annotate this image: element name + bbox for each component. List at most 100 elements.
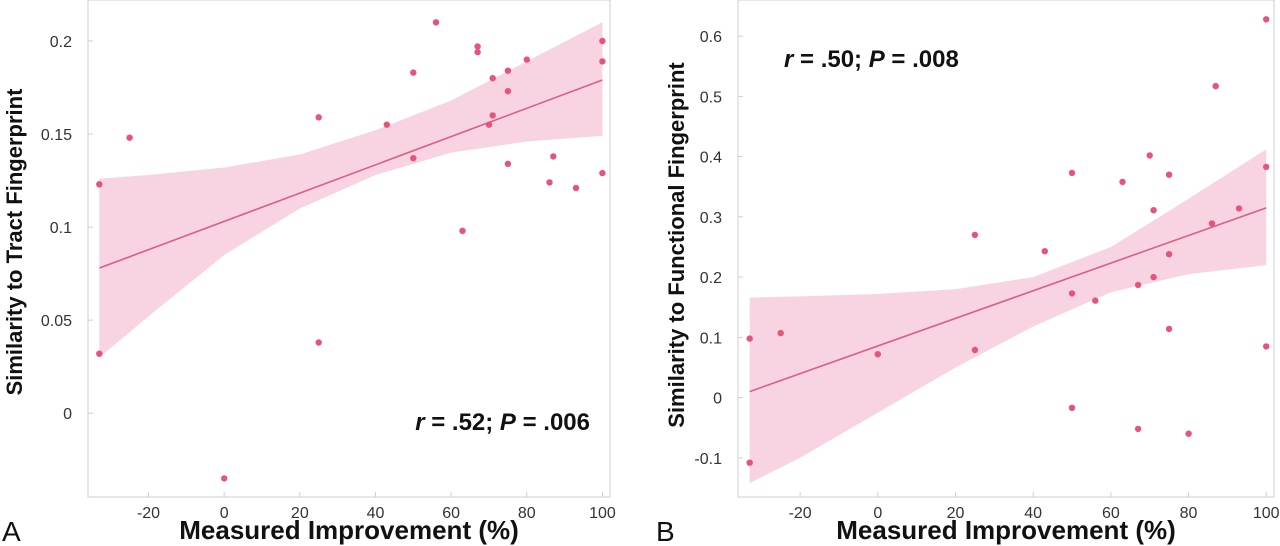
x-tick-label: -20 <box>789 505 812 522</box>
stat-p-symbol-a: P <box>500 409 517 436</box>
data-point <box>599 58 606 65</box>
x-tick-label: -20 <box>137 505 160 522</box>
x-tick-label: 0 <box>220 505 229 522</box>
y-tick-label: 0.1 <box>700 330 722 347</box>
data-point <box>504 88 512 95</box>
data-point <box>971 346 979 354</box>
y-tick-label: 0.6 <box>700 29 722 46</box>
data-point <box>746 335 753 342</box>
y-tick-label: 0 <box>63 406 72 423</box>
x-tick-label: 80 <box>518 505 536 522</box>
x-tick-label: 20 <box>947 505 965 522</box>
data-point <box>1165 251 1173 258</box>
data-point <box>746 459 753 466</box>
data-point <box>96 181 103 188</box>
stat-r-value-b: = .50; <box>793 46 868 73</box>
data-point <box>777 329 784 337</box>
data-point <box>1165 325 1173 333</box>
y-tick-label: 0.1 <box>50 220 72 237</box>
y-tick-label: 0 <box>713 391 722 408</box>
data-point <box>96 350 103 357</box>
data-point <box>1150 207 1157 214</box>
x-axis-label-a: Measured Improvement (%) <box>179 515 519 545</box>
data-point <box>432 19 440 26</box>
data-point <box>1235 205 1243 212</box>
data-point <box>971 231 979 239</box>
x-ticks-a: -20 0 20 40 60 80 100 <box>137 492 616 522</box>
data-point <box>1146 152 1153 159</box>
data-point <box>523 56 530 63</box>
fit-line-a <box>99 79 603 269</box>
stat-p-value-a: = .006 <box>516 409 590 436</box>
x-tick-label: 100 <box>589 505 616 522</box>
regression-line <box>99 79 603 269</box>
x-tick-label: 20 <box>291 505 309 522</box>
y-tick-label: 0.2 <box>700 270 722 287</box>
data-point <box>410 155 417 162</box>
data-point <box>315 339 322 346</box>
data-point <box>1092 297 1099 304</box>
stat-annotation-a: r = .52; P = .006 <box>415 409 590 436</box>
y-ticks-b: -0.1 0 0.1 0.2 0.3 0.4 0.5 0.6 <box>694 29 743 468</box>
data-point <box>489 112 496 119</box>
data-point <box>1212 82 1219 90</box>
data-point <box>221 475 228 482</box>
points-a <box>96 19 606 482</box>
data-point <box>410 69 417 76</box>
data-point <box>1263 163 1270 171</box>
data-point <box>599 169 606 177</box>
y-tick-label: -0.1 <box>694 451 722 468</box>
data-point <box>504 160 512 167</box>
y-tick-label: 0.5 <box>700 89 722 106</box>
panel-label-b: B <box>656 516 675 546</box>
data-point <box>572 184 580 192</box>
x-ticks-b: -20 0 20 40 60 80 100 <box>789 492 1280 522</box>
y-tick-label: 0.3 <box>700 210 722 227</box>
x-tick-label: 80 <box>1180 505 1198 522</box>
x-tick-label: 100 <box>1253 505 1280 522</box>
y-tick-label: 0.4 <box>700 150 722 167</box>
regression-line <box>749 207 1267 393</box>
data-point <box>546 179 553 186</box>
data-point <box>1165 171 1173 178</box>
confidence-band <box>749 149 1267 484</box>
y-axis-label-b: Similarity to Functional Fingerprint <box>664 62 689 428</box>
data-point <box>1208 220 1216 227</box>
stat-p-symbol-b: P <box>869 46 886 73</box>
fit-line-b <box>749 207 1267 393</box>
data-point <box>1068 290 1076 297</box>
y-axis-label-a: Similarity to Tract Fingerprint <box>2 88 27 396</box>
x-tick-label: 60 <box>442 505 460 522</box>
data-point <box>315 114 322 121</box>
x-tick-label: 60 <box>1102 505 1120 522</box>
data-point <box>383 121 390 128</box>
data-point <box>1185 430 1192 437</box>
data-point <box>489 75 496 82</box>
data-point <box>1263 16 1270 23</box>
x-tick-label: 0 <box>873 505 882 522</box>
y-tick-label: 0.05 <box>41 313 72 330</box>
y-tick-label: 0.2 <box>50 34 72 51</box>
data-point <box>1119 178 1126 186</box>
data-point <box>1150 273 1157 281</box>
data-point <box>1068 169 1076 177</box>
points-b <box>746 16 1270 466</box>
data-point <box>1134 425 1142 433</box>
x-tick-label: 40 <box>1024 505 1042 522</box>
data-point <box>504 67 512 74</box>
x-tick-label: 40 <box>367 505 385 522</box>
data-point <box>474 43 481 50</box>
stat-annotation-b: r = .50; P = .008 <box>784 46 959 73</box>
y-ticks-a: 0 0.05 0.1 0.15 0.2 <box>41 34 93 423</box>
data-point <box>1134 281 1142 289</box>
ci-band-b <box>749 149 1267 484</box>
data-point <box>126 134 133 141</box>
data-point <box>1263 343 1270 350</box>
panel-a: -20 0 20 40 60 80 100 0 0.05 0.1 0.15 0.2 Similari… <box>2 0 616 546</box>
stat-r-symbol-a: r <box>415 409 426 436</box>
data-point <box>1041 248 1049 255</box>
stat-r-value-a: = .52; <box>425 409 500 436</box>
y-tick-label: 0.15 <box>41 127 72 144</box>
data-point <box>1068 404 1076 411</box>
